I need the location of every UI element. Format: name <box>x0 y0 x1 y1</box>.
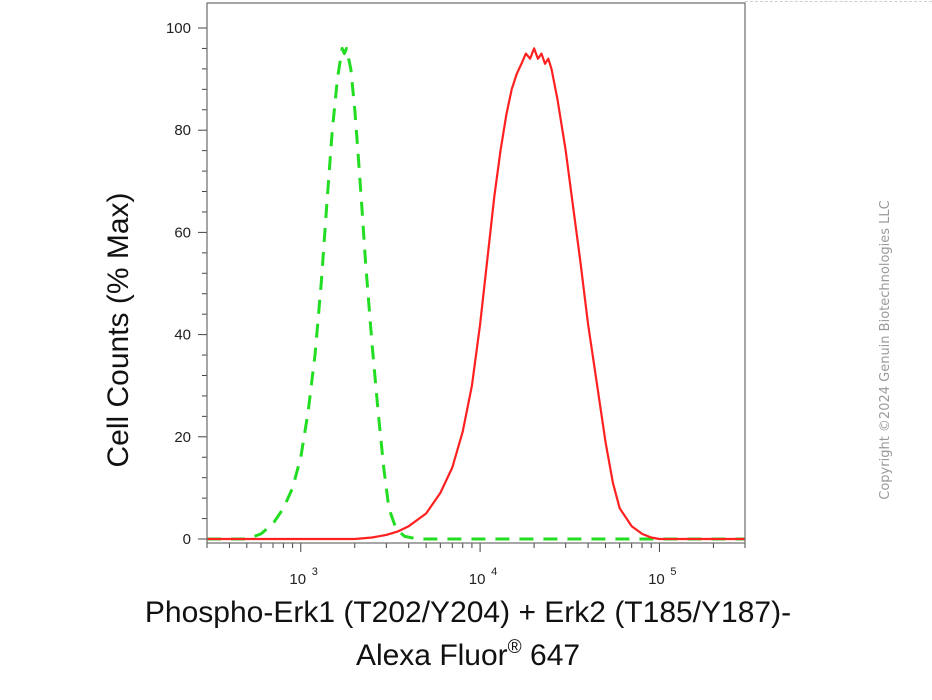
x-tick-label: 10 <box>648 571 665 588</box>
x-tick-exponent: 4 <box>491 566 497 578</box>
x-axis-label-line2: Alexa Fluor® 647 <box>356 637 580 672</box>
top-dashed-border <box>745 1 932 2</box>
series-layer <box>207 46 745 541</box>
y-tick-label: 80 <box>174 122 191 139</box>
x-tick-label: 10 <box>469 571 486 588</box>
x-tick-exponent: 5 <box>670 566 676 578</box>
y-tick-label: 20 <box>174 429 191 446</box>
x-axis-ticks: 10 3 10 4 10 5 <box>206 543 746 588</box>
x-tick-label: 10 <box>289 571 306 588</box>
copyright-watermark: Copyright ©2024 Genuin Biotechnologies L… <box>878 200 893 499</box>
series-dashed-green-line <box>207 46 745 541</box>
y-tick-label: 0 <box>183 531 191 548</box>
x-tick-exponent: 3 <box>312 566 318 578</box>
y-tick-label: 40 <box>174 327 191 344</box>
plot-frame <box>206 2 746 544</box>
y-tick-label: 60 <box>174 224 191 241</box>
series-solid-red-line <box>207 47 745 541</box>
y-axis-ticks: 0 20 40 60 80 100 <box>166 20 207 548</box>
y-axis-label: Cell Counts (% Max) <box>102 192 135 467</box>
y-tick-label: 100 <box>166 20 191 37</box>
x-axis-label-line1: Phospho-Erk1 (T202/Y204) + Erk2 (T185/Y1… <box>145 596 791 629</box>
